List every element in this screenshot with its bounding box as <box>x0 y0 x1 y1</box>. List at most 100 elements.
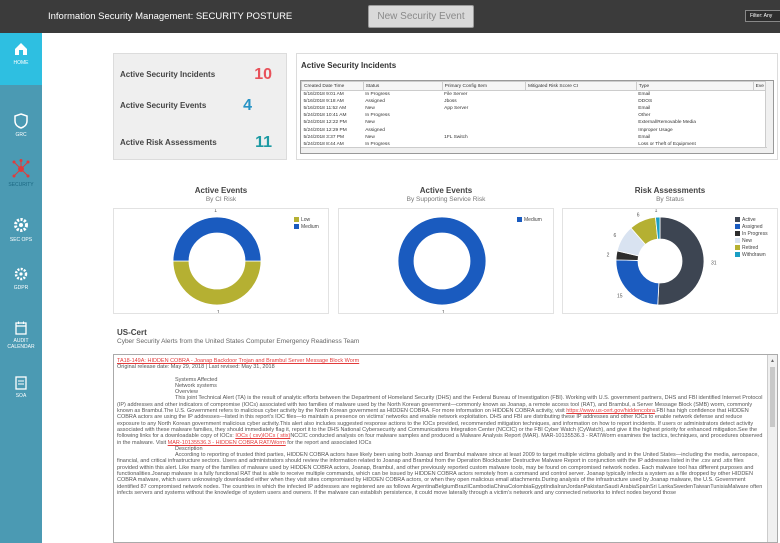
donut-slice-medium[interactable] <box>397 216 487 306</box>
table-cell: Jboss <box>444 98 457 104</box>
paragraph-text: .FBI has high confidence that HIDDEN COB… <box>117 408 758 440</box>
app-title: Information Security Management: SECURIT… <box>48 11 293 22</box>
sidebar-item-security[interactable]: SECURITY <box>0 151 42 203</box>
scrollbar-thumb[interactable] <box>770 367 775 427</box>
legend-swatch <box>294 224 299 230</box>
top-bar: Information Security Management: SECURIT… <box>0 0 780 33</box>
column-header[interactable]: Mitigated Risk Score CI <box>524 81 637 91</box>
table-cell: DDOS <box>638 98 653 104</box>
sidebar-item-soa[interactable]: SOA <box>0 368 42 420</box>
section-heading: Description <box>175 445 203 452</box>
sidebar-item-home[interactable]: HOME <box>0 33 42 85</box>
section-heading: Systems Affected <box>175 376 218 383</box>
scroll-up-arrow-icon[interactable]: ▲ <box>770 358 775 364</box>
legend-swatch <box>735 245 740 251</box>
table-row[interactable]: 5/16/2018 9:01 AM In Progress File Server E… <box>302 91 767 98</box>
data-label: 6 <box>637 212 640 218</box>
ioc-links[interactable]: IOCs ( csv)IOCs ( stix) <box>235 433 291 440</box>
filter-dropdown[interactable]: Filter: Any <box>745 10 780 22</box>
section-heading: Overview <box>175 389 198 396</box>
table-cell: Assigned <box>365 127 385 133</box>
legend-item-retired[interactable]: Retired <box>735 245 768 252</box>
paragraph-text: NCCIC conducted analysis on four malware… <box>117 433 763 446</box>
sidebar-item-label: SOA <box>15 393 27 399</box>
legend-item-new[interactable]: New <box>735 238 768 245</box>
sidebar-item-label: GRC <box>15 132 27 138</box>
release-date: Original release date: May 29, 2018 | La… <box>117 364 275 371</box>
donut-slice-withdrawn[interactable] <box>655 216 661 240</box>
legend-item-medium[interactable]: Medium <box>517 217 542 224</box>
kpi-active-security-incidents[interactable]: Active Security Incidents 10 <box>120 66 280 86</box>
donut-slice-low[interactable] <box>172 260 262 306</box>
legend-item-medium[interactable]: Medium <box>294 224 319 231</box>
table-cell: Loss or Theft of Equipment <box>638 141 696 147</box>
legend-item-low[interactable]: Low <box>294 217 319 224</box>
column-header[interactable]: Type <box>635 81 754 91</box>
table-cell: Assigned <box>365 98 385 104</box>
data-label: 1 <box>217 310 220 313</box>
table-cell: Email <box>638 134 651 140</box>
column-header[interactable]: Created Date Time <box>301 81 364 91</box>
table-cell <box>442 126 525 133</box>
service-risk-chart: 1 Medium <box>338 208 554 316</box>
sidebar-item-label: SEC OPS <box>9 237 33 243</box>
table-row[interactable]: 5/24/2018 8:44 AM In Progress Loss or Thef… <box>302 141 767 148</box>
table-cell <box>525 91 636 98</box>
table-cell: App Server <box>444 105 469 111</box>
uscert-feed-content: TA18-149A: HIDDEN COBRA - Joanap Backdoo… <box>117 358 765 496</box>
calendar-icon <box>15 321 27 335</box>
kpi-active-security-events[interactable]: Active Security Events 4 <box>120 97 280 117</box>
table-header-row: Created Date Time Status Primary Config … <box>301 81 768 91</box>
column-header[interactable]: Primary Config Item <box>441 81 526 91</box>
table-row[interactable]: 5/16/2018 11:52 AM New App Server Email <box>302 105 767 112</box>
sidebar-item-audit-calendar[interactable]: AUDIT CALENDAR <box>0 313 42 365</box>
table-row[interactable]: 5/16/2018 9:18 AM Assigned Jboss DDOS <box>302 98 767 105</box>
legend-swatch <box>294 217 299 223</box>
kpi-active-risk-assessments[interactable]: Active Risk Assessments 11 <box>120 134 280 154</box>
sidebar-item-gdpr[interactable]: GDPR <box>0 258 42 310</box>
legend-label: New <box>742 238 753 244</box>
donut-slice-medium[interactable] <box>172 216 262 262</box>
table-cell: Other <box>638 113 651 119</box>
donut-slice-active[interactable] <box>657 216 705 306</box>
table-horizontal-scrollbar[interactable] <box>301 147 767 153</box>
table-vertical-scrollbar[interactable] <box>765 81 773 153</box>
sidebar-item-label: AUDIT CALENDAR <box>7 338 35 350</box>
sidebar-item-grc[interactable]: GRC <box>0 105 42 157</box>
legend-label: Medium <box>301 224 319 230</box>
legend-swatch <box>735 238 740 244</box>
home-icon <box>15 43 27 55</box>
mar-link[interactable]: MAR-10135536.3 - HIDDEN COBRA RAT/Worm <box>167 439 286 446</box>
chart-subtitle: By Status <box>656 196 684 203</box>
table-row[interactable]: 5/24/2018 10:41 AM In Progress Other <box>302 112 767 119</box>
table-row[interactable]: 5/24/2018 12:22 PM New External/Removable … <box>302 119 767 126</box>
feed-scrollbar[interactable]: ▲ <box>767 355 777 542</box>
uscert-title: US-Cert <box>117 328 147 337</box>
table-cell <box>525 126 636 133</box>
table-cell: 5/16/2018 11:52 AM <box>303 105 347 111</box>
uscert-subtitle: Cyber Security Alerts from the United St… <box>117 338 360 345</box>
table-cell: Email <box>638 105 651 111</box>
legend-item-active[interactable]: Active <box>735 217 768 224</box>
legend-item-in-progress[interactable]: In Progress <box>735 231 768 238</box>
table-cell: External/Removable Media <box>638 120 696 126</box>
chart-title: Active Events <box>194 186 248 195</box>
alert-link[interactable]: TA18-149A: HIDDEN COBRA - Joanap Backdoo… <box>117 358 360 364</box>
chart-title: Active Events <box>419 186 473 195</box>
legend-item-withdrawn[interactable]: Withdrawn <box>735 252 768 259</box>
risk-status-chart: 31 15 2 6 6 1 Active Assigned In Progress New… <box>562 208 778 314</box>
hiddencobra-link[interactable]: https://www.us-cert.gov/hiddencobra <box>566 408 655 415</box>
donut-chart-svg: 1 <box>397 216 487 316</box>
incidents-table: Created Date Time Status Primary Config … <box>300 80 774 154</box>
table-cell: Improper Usage <box>638 127 673 133</box>
column-header[interactable]: Status <box>362 81 443 91</box>
sidebar-item-sec-ops[interactable]: SEC OPS <box>0 208 42 260</box>
table-row[interactable]: 5/24/2018 3:37 PM New 1FL Switch Email <box>302 134 767 141</box>
legend-swatch <box>517 217 522 223</box>
table-row[interactable]: 5/24/2018 12:29 PM Assigned Improper Usage <box>302 126 767 133</box>
legend-swatch <box>735 224 740 230</box>
legend-item-assigned[interactable]: Assigned <box>735 224 768 231</box>
new-security-event-button[interactable]: New Security Event <box>368 5 474 28</box>
table-cell: 5/24/2018 12:22 PM <box>303 120 347 126</box>
